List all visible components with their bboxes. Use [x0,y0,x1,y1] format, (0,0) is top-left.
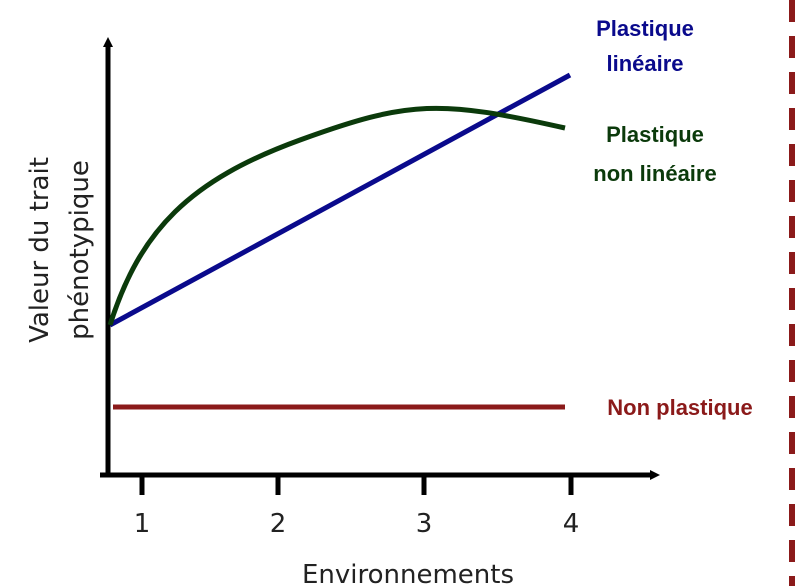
x-tick-label: 3 [416,509,433,539]
nonlinear-curve [107,105,566,326]
x-tick-label: 2 [270,509,287,539]
y-axis-label: phénotypique [65,160,95,340]
x-tick-label: 4 [563,509,580,539]
curve-label: Plastique [596,16,694,41]
x-tick-label: 1 [134,509,151,539]
curve-label: non linéaire [593,161,716,186]
curve-label: Plastique [606,122,704,147]
x-ticks [139,475,574,495]
x-axis-label: Environnements [302,560,514,586]
curve-label: linéaire [606,51,683,76]
curve-label: Non plastique [607,395,752,420]
linear-curve [108,72,572,328]
y-axis-label: Valeur du trait [25,157,55,343]
